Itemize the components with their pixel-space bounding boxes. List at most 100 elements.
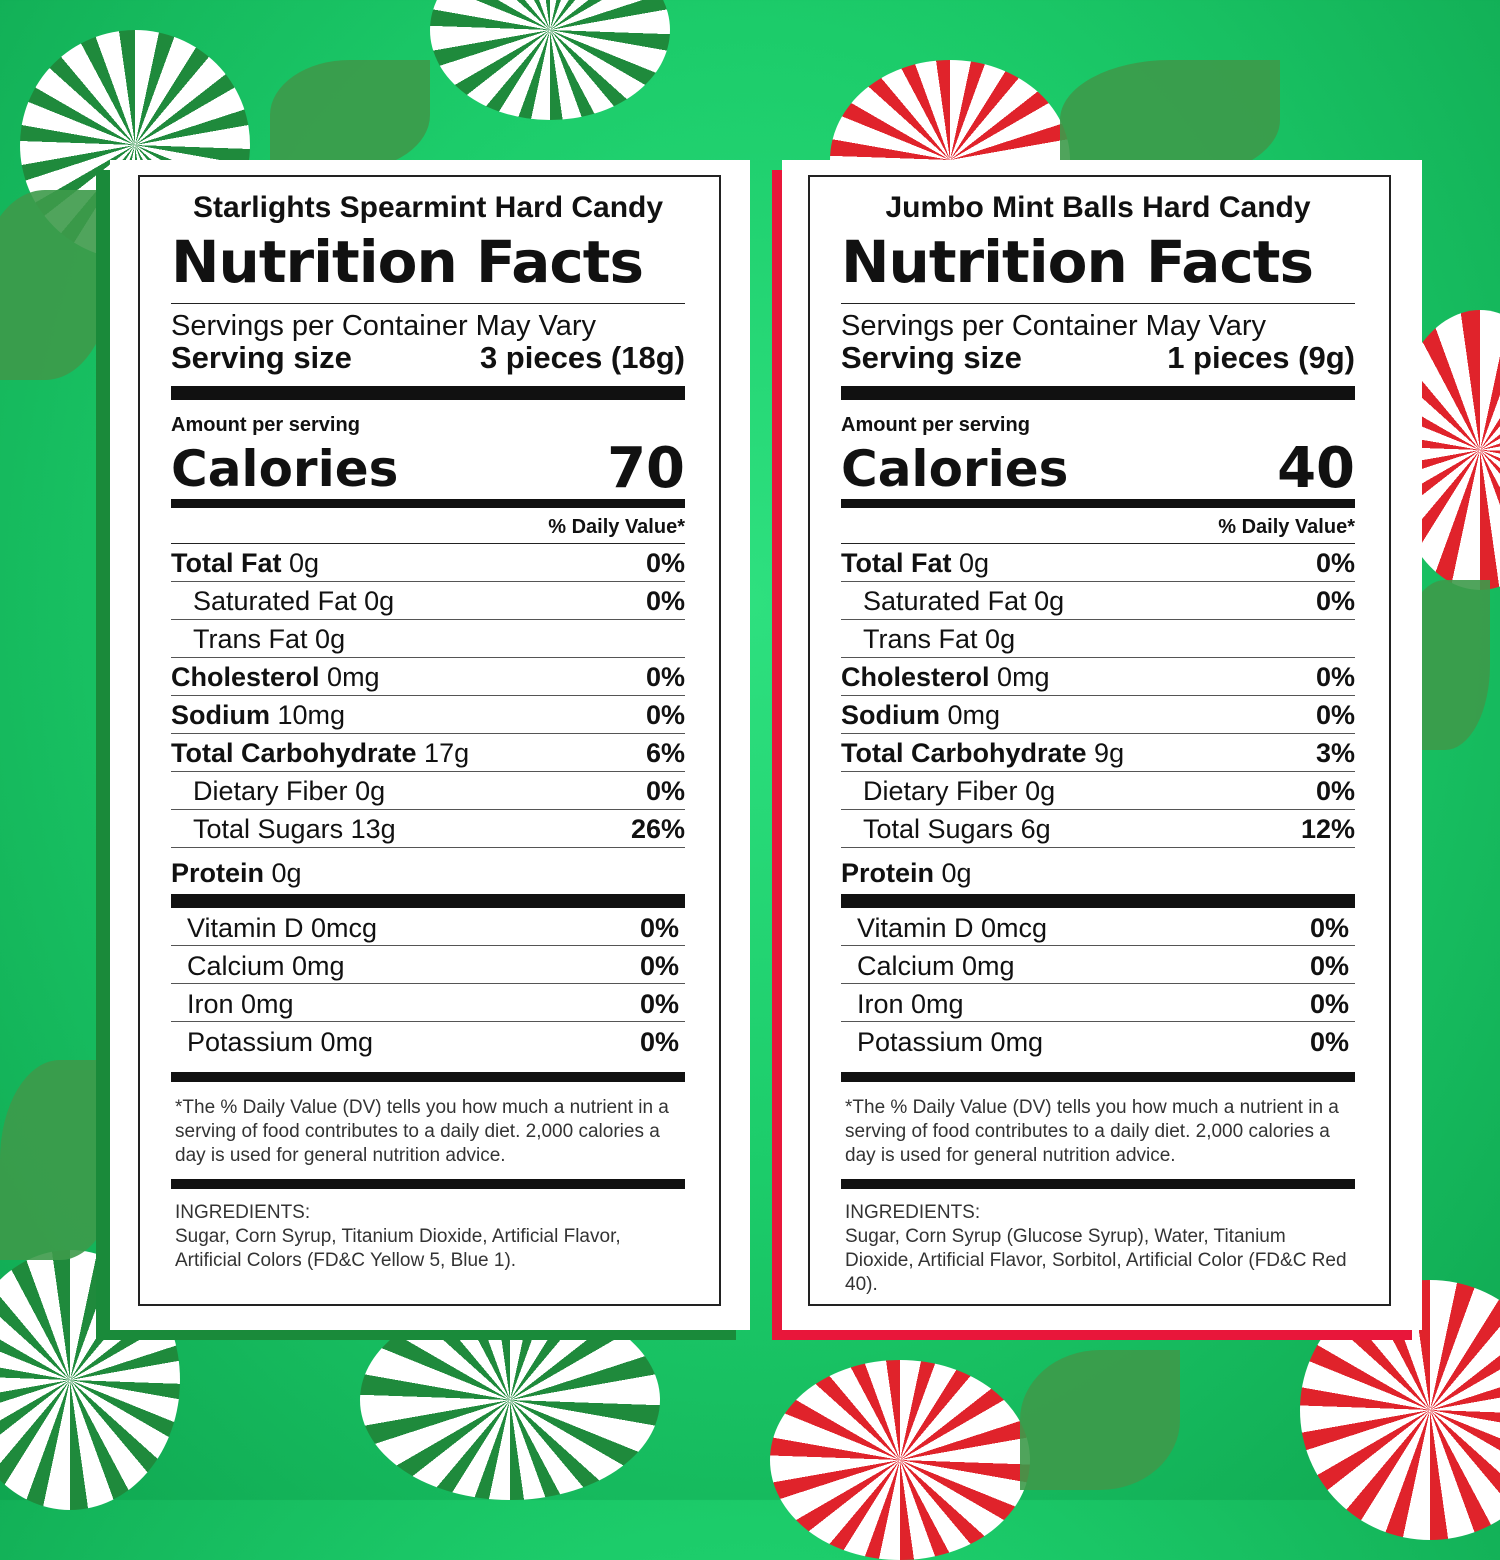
calories-value: 70 <box>607 436 685 501</box>
nutrient-daily-value: 0% <box>645 548 685 578</box>
vitamin-row: Calcium 0mg 0% <box>841 946 1355 984</box>
mint-leaf-image <box>1020 1350 1180 1490</box>
nutrition-label-spearmint: Starlights Spearmint Hard Candy Nutrition… <box>138 175 721 1306</box>
nutrient-name: Sodium <box>841 700 940 730</box>
nutrient-name: Saturated Fat <box>863 586 1027 616</box>
nutrient-daily-value: 0% <box>1315 548 1355 578</box>
nutrient-daily-value: 26% <box>630 814 685 844</box>
divider-medium <box>171 1179 685 1189</box>
vitamin-name: Potassium 0mg <box>857 1027 1044 1057</box>
nutrient-row: Total Fat 0g 0% <box>841 544 1355 582</box>
servings-per-container: Servings per Container May Vary <box>841 310 1266 342</box>
nutrient-amount: 0g <box>985 624 1016 654</box>
divider-thick <box>171 894 685 908</box>
daily-value-header: % Daily Value* <box>841 508 1355 544</box>
nutrition-label-jumbo-mint: Jumbo Mint Balls Hard Candy Nutrition Fac… <box>808 175 1391 1306</box>
nutrient-row: Sodium 10mg 0% <box>171 696 685 734</box>
amount-per-serving: Amount per serving <box>841 414 1030 436</box>
label-title: Nutrition Facts <box>841 224 1355 304</box>
peppermint-candy-image <box>770 1360 1030 1560</box>
nutrient-row: Trans Fat 0g <box>841 620 1355 658</box>
divider-medium <box>171 1072 685 1082</box>
calories-row: Calories 40 <box>841 436 1355 508</box>
nutrient-row: Total Sugars 13g 26% <box>171 810 685 848</box>
nutrient-name: Total Fat <box>171 548 282 578</box>
nutrient-row: Saturated Fat 0g 0% <box>171 582 685 620</box>
nutrient-row: Dietary Fiber 0g 0% <box>171 772 685 810</box>
serving-size-value: 3 pieces (18g) <box>479 340 685 375</box>
nutrient-amount: 9g <box>1094 738 1125 768</box>
label-title: Nutrition Facts <box>171 224 685 304</box>
nutrient-row: Trans Fat 0g <box>171 620 685 658</box>
nutrient-amount: 0g <box>1034 586 1065 616</box>
divider-thick <box>841 894 1355 908</box>
ingredients-label: INGREDIENTS: <box>845 1202 981 1223</box>
vitamin-row: Iron 0mg 0% <box>171 984 685 1022</box>
vitamin-name: Iron 0mg <box>857 989 964 1019</box>
vitamin-name: Potassium 0mg <box>187 1027 374 1057</box>
nutrient-amount: 13g <box>350 814 396 844</box>
nutrient-daily-value: 3% <box>1315 738 1355 768</box>
nutrient-amount: 0g <box>364 586 395 616</box>
nutrient-daily-value: 0% <box>645 662 685 692</box>
ingredients-label: INGREDIENTS: <box>175 1202 311 1223</box>
nutrient-row: Sodium 0mg 0% <box>841 696 1355 734</box>
nutrient-name: Total Carbohydrate <box>171 738 417 768</box>
nutrient-name: Total Fat <box>841 548 952 578</box>
nutrient-amount: 17g <box>424 738 470 768</box>
servings-per-container: Servings per Container May Vary <box>171 310 596 342</box>
nutrient-daily-value: 0% <box>645 586 685 616</box>
nutrient-row: Cholesterol 0mg 0% <box>841 658 1355 696</box>
nutrient-row: Protein 0g <box>841 848 1355 894</box>
nutrient-name: Protein <box>841 858 935 888</box>
vitamin-row: Calcium 0mg 0% <box>171 946 685 984</box>
divider-medium <box>841 1179 1355 1189</box>
ingredients-text: Sugar, Corn Syrup, Titanium Dioxide, Art… <box>175 1226 621 1271</box>
nutrient-row: Cholesterol 0mg 0% <box>171 658 685 696</box>
nutrient-amount: 0mg <box>997 662 1050 692</box>
product-name: Starlights Spearmint Hard Candy <box>192 191 664 224</box>
serving-size-row: Serving size 1 pieces (9g) <box>841 338 1355 400</box>
nutrient-name: Total Carbohydrate <box>841 738 1087 768</box>
mint-leaf-image <box>0 190 110 380</box>
vitamin-name: Calcium 0mg <box>187 951 345 981</box>
serving-size-label: Serving size <box>841 340 1022 375</box>
spearmint-candy-image <box>430 0 670 120</box>
nutrient-daily-value: 0% <box>1315 586 1355 616</box>
nutrient-name: Saturated Fat <box>193 586 357 616</box>
mint-leaf-image <box>270 60 430 170</box>
nutrient-row: Saturated Fat 0g 0% <box>841 582 1355 620</box>
vitamin-row: Iron 0mg 0% <box>841 984 1355 1022</box>
nutrient-row: Total Sugars 6g 12% <box>841 810 1355 848</box>
calories-label: Calories <box>171 440 399 498</box>
vitamin-daily-value: 0% <box>1309 913 1349 943</box>
nutrient-amount: 0g <box>271 858 302 888</box>
vitamin-row: Potassium 0mg 0% <box>841 1022 1355 1068</box>
nutrient-daily-value: 6% <box>645 738 685 768</box>
product-name: Jumbo Mint Balls Hard Candy <box>885 191 1311 224</box>
nutrient-name: Trans Fat <box>193 624 308 654</box>
nutrient-amount: 6g <box>1020 814 1051 844</box>
daily-value-header: % Daily Value* <box>171 508 685 544</box>
nutrient-daily-value: 0% <box>1315 700 1355 730</box>
ingredients-text: Sugar, Corn Syrup (Glucose Syrup), Water… <box>845 1226 1347 1295</box>
vitamin-name: Vitamin D 0mcg <box>187 913 378 943</box>
nutrient-row: Dietary Fiber 0g 0% <box>841 772 1355 810</box>
nutrient-name: Trans Fat <box>863 624 978 654</box>
nutrient-daily-value: 0% <box>645 776 685 806</box>
mint-leaf-image <box>0 1060 120 1260</box>
nutrient-row: Total Carbohydrate 9g 3% <box>841 734 1355 772</box>
vitamin-daily-value: 0% <box>1309 989 1349 1019</box>
nutrient-row: Total Fat 0g 0% <box>171 544 685 582</box>
nutrient-daily-value: 0% <box>1315 662 1355 692</box>
nutrient-amount: 0mg <box>327 662 380 692</box>
vitamin-name: Iron 0mg <box>187 989 294 1019</box>
nutrient-daily-value: 12% <box>1300 814 1355 844</box>
nutrient-name: Total Sugars <box>863 814 1014 844</box>
nutrient-name: Dietary Fiber <box>863 776 1018 806</box>
vitamin-name: Vitamin D 0mcg <box>857 913 1048 943</box>
vitamin-name: Calcium 0mg <box>857 951 1015 981</box>
nutrient-amount: 0g <box>315 624 346 654</box>
nutrient-name: Cholesterol <box>171 662 320 692</box>
nutrient-row: Total Carbohydrate 17g 6% <box>171 734 685 772</box>
